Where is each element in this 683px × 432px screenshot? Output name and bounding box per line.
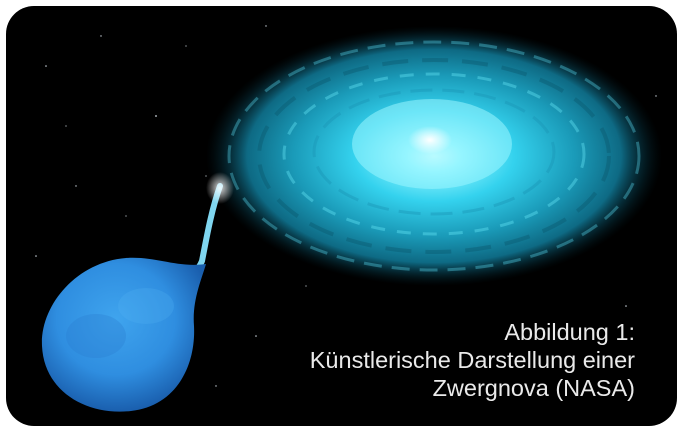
dwarf-nova-illustration <box>35 25 662 412</box>
caption-line-1: Abbildung 1: <box>504 319 635 345</box>
image-frame: Abbildung 1: Künstlerische Darstellung e… <box>6 6 677 426</box>
accretion-disk <box>206 26 662 286</box>
caption-line-3: Zwergnova (NASA) <box>432 375 635 401</box>
figure-caption: Abbildung 1: Künstlerische Darstellung e… <box>310 318 635 402</box>
donor-star <box>41 257 206 412</box>
mass-transfer-stream <box>183 172 234 279</box>
caption-line-2: Künstlerische Darstellung einer <box>309 347 635 373</box>
